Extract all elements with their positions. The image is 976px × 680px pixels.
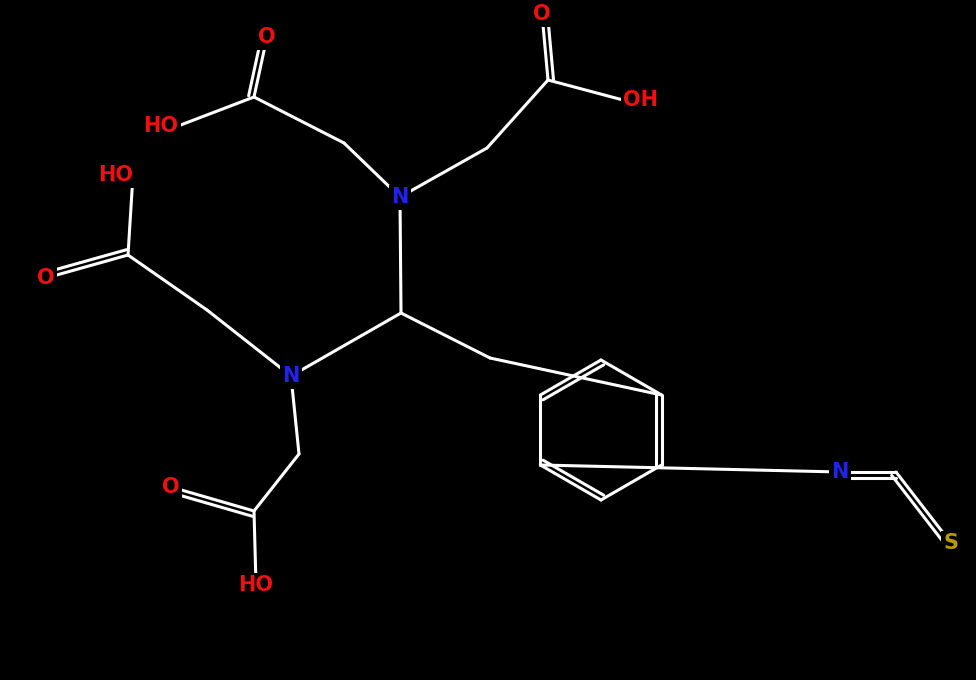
- Text: O: O: [162, 477, 180, 497]
- Text: O: O: [533, 4, 550, 24]
- Text: O: O: [259, 27, 276, 47]
- Text: HO: HO: [98, 165, 133, 185]
- Text: N: N: [282, 366, 300, 386]
- Text: OH: OH: [623, 90, 658, 110]
- Text: S: S: [944, 533, 958, 553]
- Text: N: N: [391, 187, 409, 207]
- Text: O: O: [37, 268, 55, 288]
- Text: N: N: [832, 462, 849, 482]
- Text: HO: HO: [143, 116, 178, 136]
- Text: HO: HO: [238, 575, 273, 595]
